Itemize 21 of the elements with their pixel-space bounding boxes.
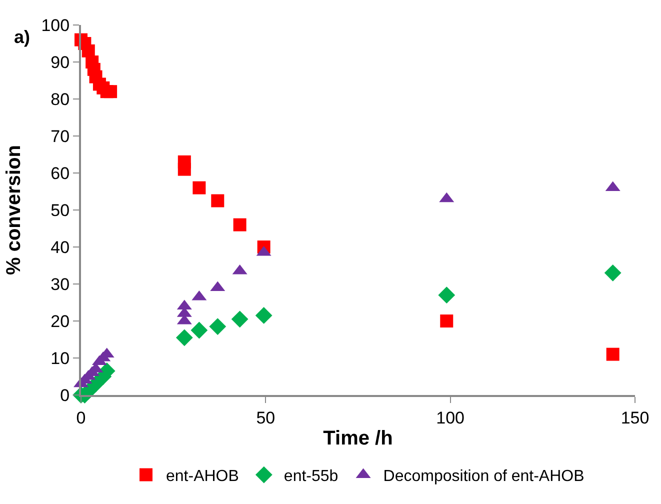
y-tick-label: 100 bbox=[41, 16, 70, 35]
y-tick-label: 10 bbox=[50, 348, 70, 368]
y-tick-label: 60 bbox=[50, 164, 70, 183]
x-tick-label: 100 bbox=[436, 408, 465, 428]
x-tick-label: 50 bbox=[256, 408, 276, 428]
x-tick-label: 0 bbox=[76, 408, 86, 428]
y-tick-label: 20 bbox=[50, 312, 70, 331]
y-tick-label: 30 bbox=[50, 274, 70, 294]
y-tick-label: 0 bbox=[60, 386, 70, 405]
x-tick-label: 150 bbox=[620, 408, 650, 428]
text: a) bbox=[14, 27, 30, 47]
y-tick-label: 70 bbox=[50, 126, 70, 146]
y-tick-label: 90 bbox=[50, 52, 70, 72]
y-tick-label: 50 bbox=[50, 200, 70, 220]
y-tick-label: 80 bbox=[50, 90, 70, 109]
legend-label: ent-AHOB bbox=[166, 468, 239, 486]
x-axis-title: Time /h bbox=[323, 427, 393, 450]
y-tick-label: 40 bbox=[50, 238, 70, 257]
y-axis-title: % conversion bbox=[3, 144, 26, 276]
legend-label: Decomposition of ent-AHOB bbox=[383, 468, 584, 486]
legend-label: ent-55b bbox=[284, 468, 338, 486]
